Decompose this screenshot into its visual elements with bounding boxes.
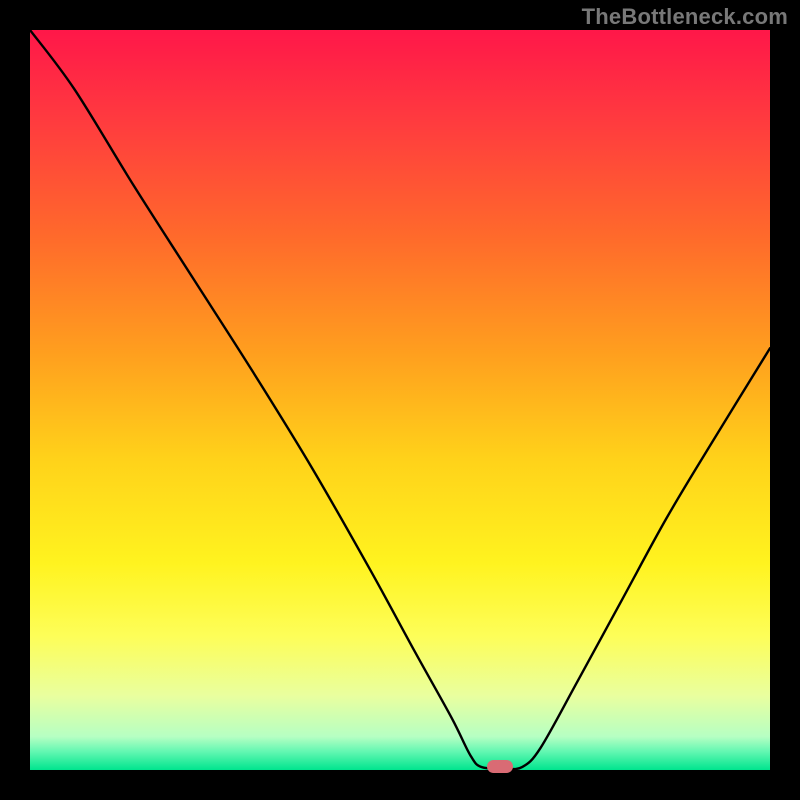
- optimal-marker: [487, 760, 513, 773]
- chart-svg: [30, 30, 770, 770]
- chart-frame: TheBottleneck.com: [0, 0, 800, 800]
- chart-background: [30, 30, 770, 770]
- plot-area: [30, 30, 770, 770]
- watermark-text: TheBottleneck.com: [582, 4, 788, 30]
